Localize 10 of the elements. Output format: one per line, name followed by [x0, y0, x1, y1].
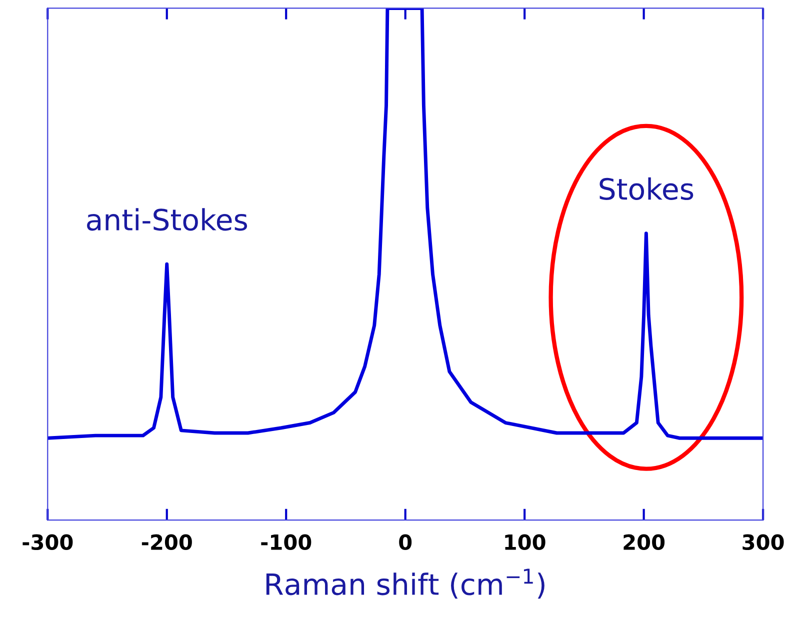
x-tick-label: 100	[505, 534, 546, 550]
x-axis-title: Raman shift (cm$^{−1}$)	[266, 568, 544, 599]
x-tick-label: 0	[399, 534, 412, 550]
x-tick-label: -100	[261, 534, 312, 550]
x-tick-label: 300	[742, 534, 784, 550]
x-tick-label: -200	[142, 534, 192, 550]
x-tick-label: 200	[624, 534, 665, 550]
x-tick-label: -300	[22, 534, 73, 550]
annotation: Stokes	[600, 177, 694, 200]
annotation: anti-Stokes	[87, 208, 248, 231]
